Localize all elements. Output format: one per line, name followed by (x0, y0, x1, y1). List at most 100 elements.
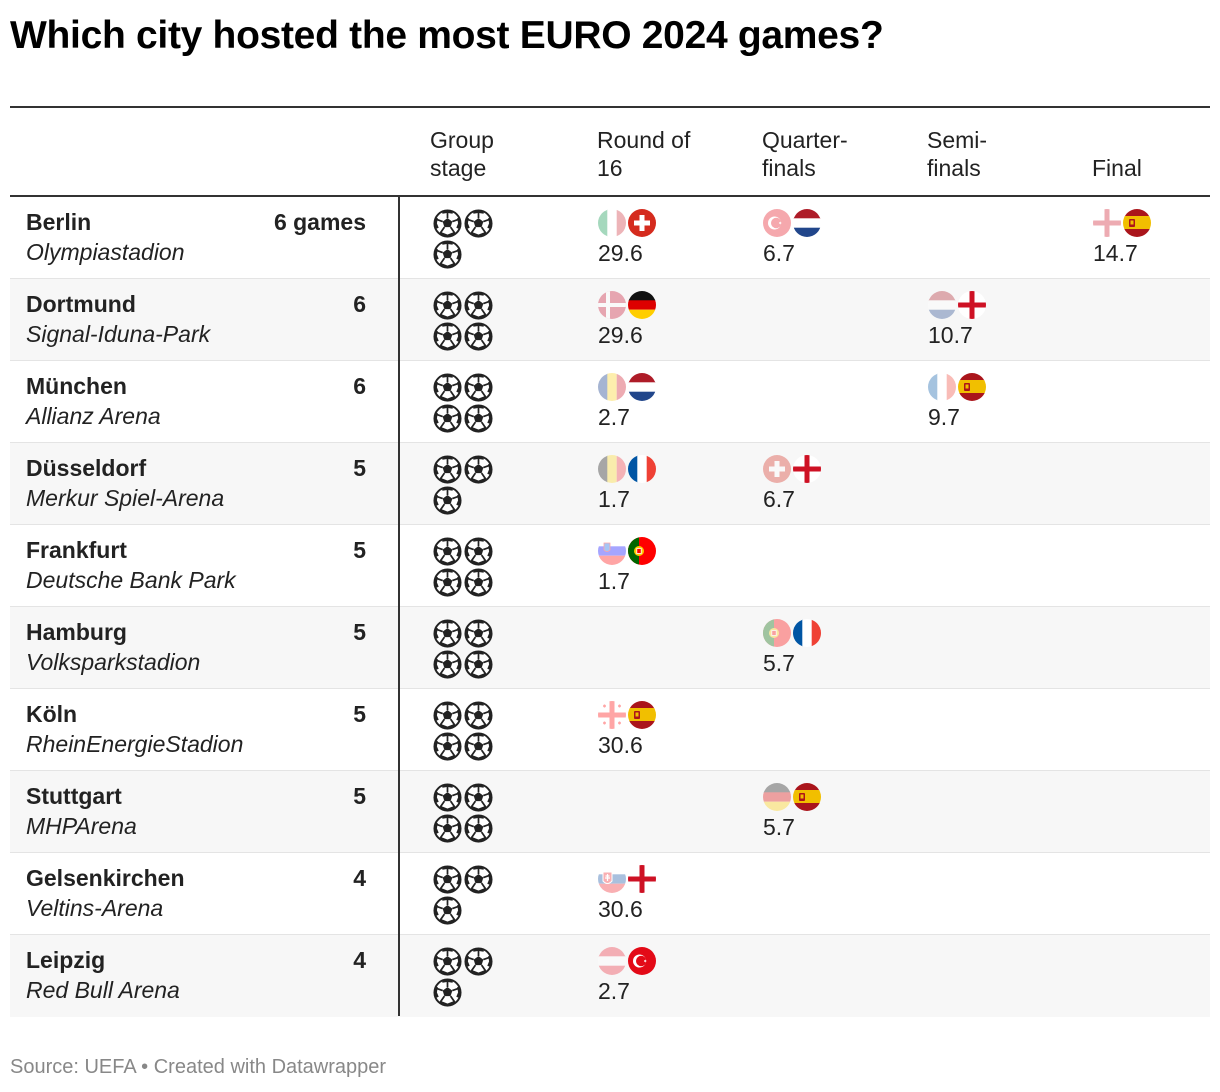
column-header-line: Semi- (927, 127, 988, 153)
stadium-name: Veltins-Arena (26, 895, 164, 921)
flag-spain-icon (628, 701, 656, 730)
soccer-ball-icon (433, 291, 462, 320)
games-count: 5 (353, 783, 366, 809)
table-header: Group stage Round of 16 Quarter-finals Semi-f… (10, 108, 1210, 197)
soccer-ball-icon (433, 896, 462, 925)
soccer-ball-icon (433, 373, 462, 402)
match-value: 9.7 (928, 404, 960, 430)
flag-france-icon (928, 373, 956, 402)
soccer-ball-icon (464, 537, 493, 566)
match-value: 30.6 (598, 896, 643, 922)
soccer-ball-icon (464, 404, 493, 433)
match-teams (598, 947, 656, 976)
match-teams (763, 783, 821, 812)
match-value: 2.7 (598, 404, 630, 430)
soccer-ball-icon (464, 209, 493, 238)
stadium-name: Olympiastadion (26, 239, 185, 265)
flag-germany-icon (763, 783, 791, 812)
column-header-line: finals (762, 155, 816, 181)
column-header-line: Round of (597, 127, 691, 153)
match-value: 14.7 (1093, 240, 1138, 266)
flag-england-icon (628, 865, 656, 894)
table-body: Berlin Olympiastadion 6 games 29.6 6.7 14.7 Do… (10, 197, 1210, 1017)
table-row: Düsseldorf Merkur Spiel-Arena 5 1.7 6.7 (10, 443, 1210, 525)
city-name: Stuttgart (26, 783, 122, 809)
flag-portugal-icon (628, 537, 656, 566)
column-header-qf: Quarter-finals (762, 126, 848, 182)
soccer-ball-icon (433, 865, 462, 894)
match-r16: 2.7 (598, 947, 656, 1005)
column-header-group: Group stage (430, 126, 494, 182)
flag-turkey-icon (628, 947, 656, 976)
match-qf: 5.7 (763, 619, 821, 677)
city-name: München (26, 373, 127, 399)
match-qf: 6.7 (763, 209, 821, 267)
match-teams (1093, 209, 1151, 238)
flag-turkey-icon (763, 209, 791, 238)
flag-portugal-icon (763, 619, 791, 648)
match-teams (598, 537, 656, 566)
city-name: Köln (26, 701, 78, 727)
games-count: 5 (353, 701, 366, 727)
city-name: Gelsenkirchen (26, 865, 185, 891)
flag-slovenia-icon (598, 537, 626, 566)
column-header-line: 16 (597, 155, 623, 181)
games-count: 5 (353, 537, 366, 563)
soccer-ball-icon (433, 455, 462, 484)
match-r16: 1.7 (598, 455, 656, 513)
group-stage-games (433, 947, 497, 1007)
flag-spain-icon (958, 373, 986, 402)
flag-netherlands-icon (928, 291, 956, 320)
group-stage-games (433, 783, 497, 843)
stadium-name: Allianz Arena (26, 403, 161, 429)
flag-france-icon (628, 455, 656, 484)
flag-denmark-icon (598, 291, 626, 320)
soccer-ball-icon (464, 865, 493, 894)
soccer-ball-icon (464, 373, 493, 402)
games-count: 4 (353, 947, 366, 973)
table-row: Gelsenkirchen Veltins-Arena 4 30.6 (10, 853, 1210, 935)
flag-germany-icon (628, 291, 656, 320)
games-count: 5 (353, 619, 366, 645)
match-value: 2.7 (598, 978, 630, 1004)
match-r16: 1.7 (598, 537, 656, 595)
soccer-ball-icon (464, 783, 493, 812)
soccer-ball-icon (464, 291, 493, 320)
column-divider (398, 197, 400, 1016)
column-header-sf: Semi-finals (927, 126, 987, 182)
soccer-ball-icon (464, 322, 493, 351)
match-r16: 2.7 (598, 373, 656, 431)
match-value: 5.7 (763, 650, 795, 676)
match-value: 1.7 (598, 486, 630, 512)
match-teams (928, 291, 986, 320)
column-header-line: Quarter- (762, 127, 848, 153)
match-teams (763, 455, 821, 484)
soccer-ball-icon (464, 568, 493, 597)
soccer-ball-icon (433, 322, 462, 351)
soccer-ball-icon (433, 978, 462, 1007)
match-teams (763, 619, 821, 648)
soccer-ball-icon (433, 947, 462, 976)
soccer-ball-icon (433, 404, 462, 433)
table-row: Frankfurt Deutsche Bank Park 5 1.7 (10, 525, 1210, 607)
match-value: 6.7 (763, 240, 795, 266)
flag-switzerland-icon (763, 455, 791, 484)
match-qf: 6.7 (763, 455, 821, 513)
games-count: 6 (353, 373, 366, 399)
match-teams (763, 209, 821, 238)
soccer-ball-icon (433, 209, 462, 238)
soccer-ball-icon (464, 814, 493, 843)
match-value: 6.7 (763, 486, 795, 512)
flag-romania-icon (598, 373, 626, 402)
stadium-name: Deutsche Bank Park (26, 567, 236, 593)
soccer-ball-icon (433, 783, 462, 812)
match-r16: 29.6 (598, 291, 656, 349)
flag-france-icon (793, 619, 821, 648)
match-final: 14.7 (1093, 209, 1151, 267)
city-name: Hamburg (26, 619, 127, 645)
soccer-ball-icon (433, 486, 462, 515)
match-sf: 10.7 (928, 291, 986, 349)
soccer-ball-icon (464, 701, 493, 730)
table-row: Leipzig Red Bull Arena 4 2.7 (10, 935, 1210, 1017)
flag-netherlands-icon (628, 373, 656, 402)
